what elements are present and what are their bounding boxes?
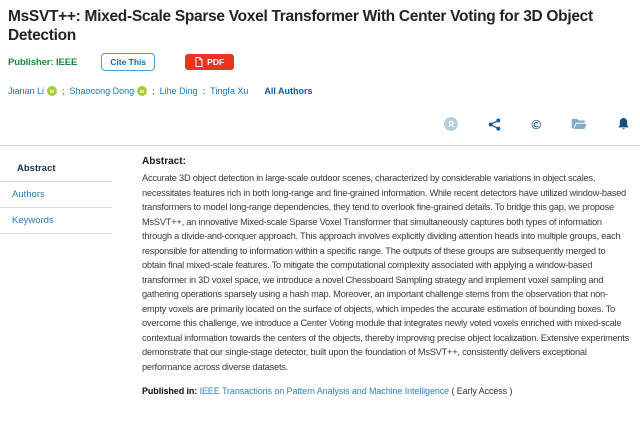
section-sidebar: Abstract Authors Keywords [0, 156, 112, 396]
copyright-icon[interactable]: © [531, 116, 541, 132]
orcid-icon[interactable]: iD [47, 86, 58, 97]
published-in-row: Published in: IEEE Transactions on Patte… [142, 386, 630, 396]
r-circle-icon[interactable]: R [444, 117, 459, 132]
cite-this-button[interactable]: Cite This [101, 53, 156, 72]
header-divider [0, 145, 640, 147]
publisher-label: Publisher: IEEE [8, 56, 78, 68]
pdf-file-icon [195, 57, 203, 68]
paper-header: MsSVT++: Mixed-Scale Sparse Voxel Transf… [0, 0, 640, 72]
document-toolbar: R © [0, 115, 640, 133]
author-link-lihe-ding[interactable]: Lihe Ding [159, 86, 198, 97]
folder-icon[interactable] [571, 118, 587, 130]
author-separator: ; [152, 86, 155, 97]
orcid-icon[interactable]: iD [137, 86, 148, 97]
all-authors-link[interactable]: All Authors [264, 86, 313, 97]
author-separator: ; [202, 86, 206, 97]
author-link-shaocong-dong[interactable]: Shaocong Dong [69, 86, 135, 97]
author-link-tingfa-xu[interactable]: Tingfa Xu [210, 86, 249, 97]
sidebar-item-keywords[interactable]: Keywords [0, 208, 112, 235]
author-link-jianan-li[interactable]: Jianan Li [8, 86, 45, 97]
authors-row: Jianan Li iD ; Shaocong Dong iD ; Lihe D… [0, 85, 640, 97]
pdf-button-label: PDF [207, 57, 225, 68]
content-area: Abstract Authors Keywords Abstract: Accu… [0, 146, 640, 396]
early-access-label: ( Early Access ) [451, 386, 513, 397]
pdf-button[interactable]: PDF [185, 54, 235, 71]
publisher-actions-row: Publisher: IEEE Cite This PDF [8, 53, 632, 72]
page-title: MsSVT++: Mixed-Scale Sparse Voxel Transf… [8, 8, 593, 45]
sidebar-item-authors[interactable]: Authors [0, 182, 112, 209]
published-in-label: Published in: [142, 386, 198, 397]
abstract-text: Accurate 3D object detection in large-sc… [142, 173, 630, 372]
abstract-section: Abstract: Accurate 3D object detection i… [142, 156, 630, 396]
alerts-bell-icon[interactable] [617, 117, 630, 131]
journal-link[interactable]: IEEE Transactions on Pattern Analysis an… [199, 386, 450, 397]
abstract-heading: Abstract: [142, 156, 186, 168]
share-icon[interactable] [488, 118, 501, 131]
sidebar-item-abstract[interactable]: Abstract [0, 156, 112, 183]
author-separator: ; [62, 86, 65, 97]
